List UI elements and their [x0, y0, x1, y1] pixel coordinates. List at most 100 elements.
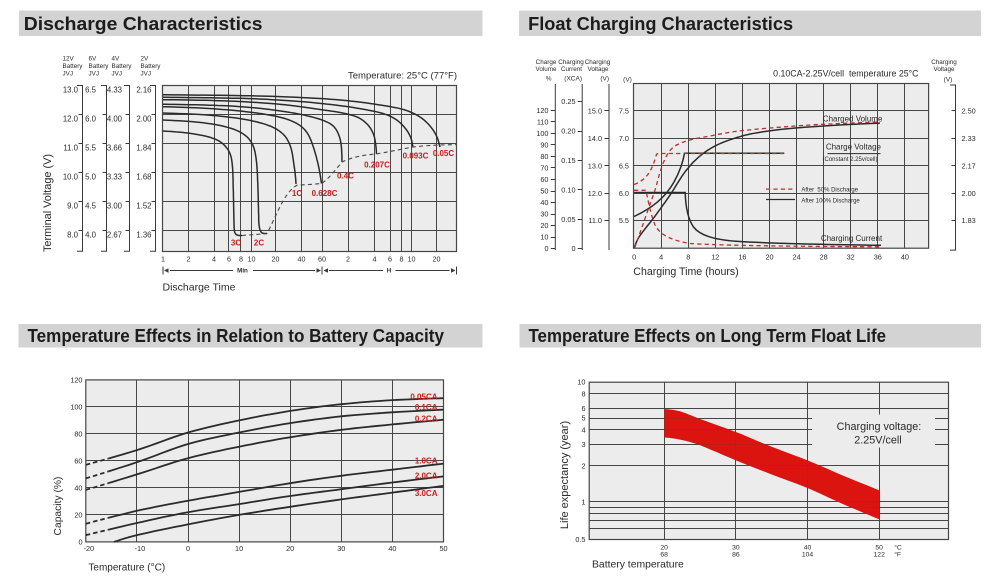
- svg-text:2: 2: [187, 254, 191, 263]
- svg-text:12.0: 12.0: [588, 189, 602, 198]
- svg-text:110: 110: [537, 117, 549, 126]
- svg-text:-10: -10: [135, 544, 146, 553]
- svg-text:3: 3: [581, 440, 585, 449]
- svg-text:20: 20: [765, 253, 773, 262]
- svg-text:Volume: Volume: [535, 66, 557, 73]
- svg-text:0.1CA: 0.1CA: [415, 403, 438, 412]
- svg-text:104: 104: [802, 552, 814, 559]
- svg-text:%: %: [546, 76, 552, 83]
- svg-text:0.10: 0.10: [561, 185, 575, 194]
- svg-text:0.05: 0.05: [561, 215, 575, 224]
- svg-text:Temperature: 25°C (77°F): Temperature: 25°C (77°F): [348, 71, 457, 82]
- svg-text:8: 8: [239, 254, 243, 263]
- svg-text:30: 30: [337, 544, 345, 553]
- svg-text:Battery: Battery: [141, 63, 162, 70]
- svg-text:JVJ: JVJ: [89, 71, 100, 78]
- svg-text:40: 40: [74, 483, 82, 492]
- svg-text:Charging: Charging: [585, 59, 611, 66]
- svg-text:Current: Current: [561, 66, 582, 73]
- svg-text:2: 2: [581, 461, 585, 470]
- svg-text:6.0: 6.0: [85, 115, 97, 124]
- svg-text:28: 28: [820, 253, 828, 262]
- svg-text:10: 10: [248, 254, 256, 263]
- svg-text:JVJ: JVJ: [141, 71, 152, 78]
- svg-text:H: H: [387, 268, 392, 275]
- svg-text:0.5: 0.5: [575, 535, 585, 544]
- svg-text:20: 20: [540, 221, 548, 230]
- svg-text:°C: °C: [894, 544, 902, 552]
- svg-text:Voltage: Voltage: [587, 66, 609, 73]
- svg-text:6: 6: [227, 254, 231, 263]
- svg-text:0.093C: 0.093C: [403, 151, 429, 160]
- svg-text:20: 20: [272, 254, 280, 263]
- svg-text:122: 122: [874, 552, 886, 559]
- svg-text:50: 50: [540, 187, 548, 196]
- svg-text:Min: Min: [237, 268, 248, 275]
- svg-text:60: 60: [318, 254, 326, 263]
- svg-text:1.68: 1.68: [136, 173, 151, 182]
- svg-text:Charge: Charge: [536, 59, 557, 66]
- svg-text:Life expectancy (year): Life expectancy (year): [559, 421, 571, 529]
- svg-text:20: 20: [433, 254, 441, 263]
- svg-text:Battery: Battery: [89, 63, 110, 70]
- svg-text:12V: 12V: [63, 56, 75, 63]
- svg-text:5.5: 5.5: [619, 216, 629, 225]
- svg-text:68: 68: [660, 552, 668, 559]
- svg-text:0.05CA: 0.05CA: [410, 393, 437, 402]
- svg-text:2.00: 2.00: [962, 189, 976, 198]
- svg-text:0.05C: 0.05C: [433, 149, 455, 158]
- svg-text:(V): (V): [944, 77, 953, 84]
- svg-text:50: 50: [875, 545, 883, 552]
- svg-text:80: 80: [74, 429, 82, 438]
- svg-text:Charging Current: Charging Current: [821, 234, 883, 243]
- svg-text:Voltage: Voltage: [933, 66, 955, 73]
- svg-text:2V: 2V: [141, 56, 150, 63]
- svg-text:(Constant 2.25v/cell): (Constant 2.25v/cell): [822, 157, 877, 163]
- svg-text:Charge Voltage: Charge Voltage: [826, 142, 882, 151]
- svg-text:8.0: 8.0: [67, 231, 79, 240]
- svg-text:120: 120: [70, 375, 82, 384]
- svg-text:JVJ: JVJ: [63, 71, 74, 78]
- svg-text:5.0: 5.0: [85, 173, 97, 182]
- svg-text:5: 5: [581, 414, 585, 423]
- svg-text:0.2CA: 0.2CA: [415, 415, 438, 424]
- svg-text:After 50% Discharge: After 50% Discharge: [801, 187, 858, 193]
- svg-text:2.67: 2.67: [107, 231, 122, 240]
- svg-text:1: 1: [581, 497, 585, 506]
- svg-text:Temperature Effects in Relatio: Temperature Effects in Relation to Batte…: [28, 326, 445, 346]
- svg-text:5.5: 5.5: [85, 144, 97, 153]
- svg-text:13.0: 13.0: [588, 161, 602, 170]
- svg-text:Battery temperature: Battery temperature: [592, 560, 684, 571]
- svg-text:Charging: Charging: [558, 59, 584, 66]
- svg-text:40: 40: [298, 254, 306, 263]
- svg-text:Float Charging Characteristics: Float Charging Characteristics: [528, 14, 793, 34]
- svg-text:0.4C: 0.4C: [337, 171, 354, 180]
- svg-text:86: 86: [732, 552, 740, 559]
- svg-text:32: 32: [847, 253, 855, 262]
- svg-text:10: 10: [577, 378, 585, 387]
- svg-text:0.20: 0.20: [561, 127, 575, 136]
- svg-text:3C: 3C: [231, 238, 241, 247]
- svg-text:2.0CA: 2.0CA: [415, 471, 438, 480]
- svg-text:4: 4: [212, 254, 216, 263]
- svg-text:0: 0: [632, 253, 636, 262]
- svg-text:10: 10: [540, 233, 548, 242]
- svg-text:40: 40: [901, 253, 909, 262]
- svg-text:6.5: 6.5: [85, 86, 97, 95]
- svg-text:9.0: 9.0: [67, 202, 79, 211]
- svg-text:2.17: 2.17: [962, 161, 976, 170]
- svg-text:Terminal Voltage (V): Terminal Voltage (V): [42, 154, 54, 252]
- svg-text:4: 4: [581, 425, 585, 434]
- svg-text:24: 24: [793, 253, 801, 262]
- svg-text:0: 0: [571, 244, 575, 253]
- svg-text:2.16: 2.16: [136, 86, 151, 95]
- svg-text:6.0: 6.0: [619, 189, 629, 198]
- svg-text:3.0CA: 3.0CA: [415, 489, 438, 498]
- svg-text:2.33: 2.33: [962, 134, 976, 143]
- svg-text:Charging Time (hours): Charging Time (hours): [633, 266, 738, 278]
- svg-text:6V: 6V: [89, 56, 98, 63]
- svg-text:40: 40: [804, 545, 812, 552]
- svg-text:80: 80: [540, 152, 548, 161]
- svg-text:20: 20: [660, 545, 668, 552]
- svg-text:Discharge Characteristics: Discharge Characteristics: [24, 14, 263, 34]
